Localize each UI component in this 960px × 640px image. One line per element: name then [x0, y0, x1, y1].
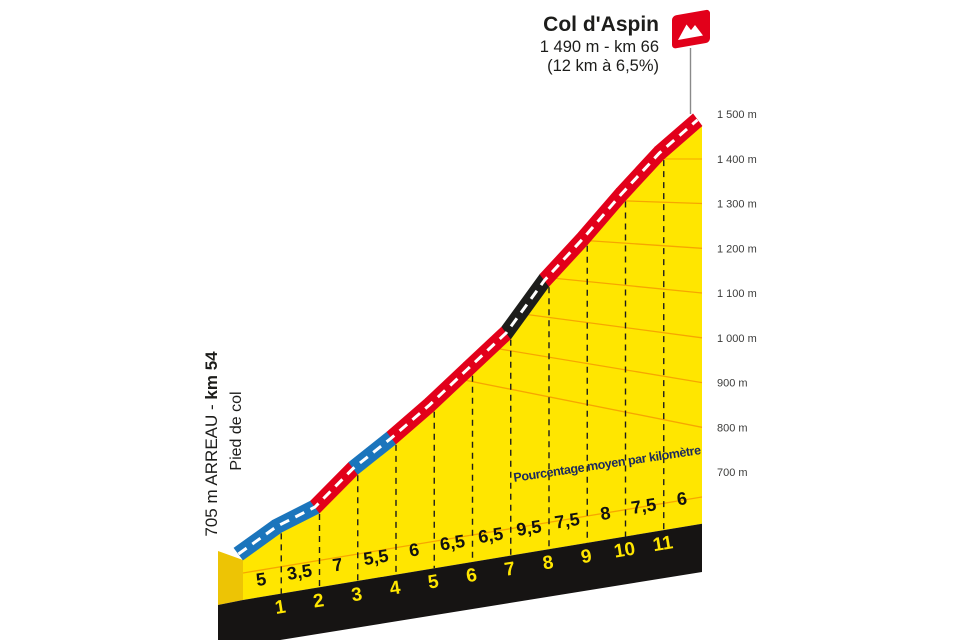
km-tick-8: 8 [541, 552, 555, 574]
km-tick-2: 2 [312, 590, 326, 612]
gradient-value-km11: 7,5 [630, 494, 658, 518]
elevation-label-1400: 1 400 m [717, 154, 757, 166]
km-tick-3: 3 [350, 584, 364, 606]
base-side-face [218, 600, 243, 640]
gradient-value-km12: 6 [675, 488, 688, 509]
gradient-value-km1: 5 [255, 569, 268, 590]
start-label-km: km 54 [202, 351, 221, 400]
profile-side-face [218, 551, 243, 605]
km-tick-5: 5 [427, 571, 441, 593]
road-centerline [237, 118, 699, 556]
elevation-label-1200: 1 200 m [717, 243, 757, 255]
elevation-label-800: 800 m [717, 422, 748, 434]
km-tick-6: 6 [465, 565, 479, 587]
km-tick-4: 4 [388, 577, 402, 599]
km-tick-9: 9 [580, 546, 594, 568]
mountain-summit-flag-icon [672, 9, 710, 49]
gridline-1400m [249, 157, 702, 160]
gradient-value-km3: 7 [331, 554, 344, 575]
gradient-value-km7: 6,5 [477, 524, 505, 548]
gradient-value-km5: 6 [408, 539, 421, 560]
elevation-label-700: 700 m [717, 467, 748, 479]
gradient-value-km8: 9,5 [515, 516, 543, 540]
km-base-band [243, 523, 702, 640]
elevation-label-1000: 1 000 m [717, 333, 757, 345]
summit-elevation-km: 1 490 m - km 66 [539, 37, 659, 56]
start-label-text: 705 m ARREAU - [202, 399, 221, 537]
start-label: 705 m ARREAU - km 54 [202, 351, 222, 536]
km-tick-10: 10 [613, 539, 637, 563]
start-sublabel: Pied de col [228, 391, 245, 471]
elevation-label-1500: 1 500 m [717, 109, 757, 121]
km-tick-7: 7 [503, 558, 517, 580]
road-segment-km12-red [654, 113, 703, 160]
gradient-value-km10: 8 [599, 503, 612, 524]
gradient-value-km9: 7,5 [553, 509, 581, 533]
gradient-value-km6: 6,5 [439, 531, 467, 555]
climb-length-gradient: (12 km à 6,5%) [547, 57, 659, 76]
elevation-label-1100: 1 100 m [717, 288, 757, 300]
elevation-label-900: 900 m [717, 378, 748, 390]
gradient-value-km4: 5,5 [362, 546, 390, 570]
km-tick-11: 11 [651, 532, 675, 556]
elevation-label-1300: 1 300 m [717, 199, 757, 211]
gradient-value-km2: 3,5 [286, 560, 314, 584]
summit-title-block: Col d'Aspin 1 490 m - km 66 (12 km à 6,5… [540, 13, 659, 77]
km-tick-1: 1 [274, 597, 288, 619]
climb-name: Col d'Aspin [543, 13, 659, 36]
